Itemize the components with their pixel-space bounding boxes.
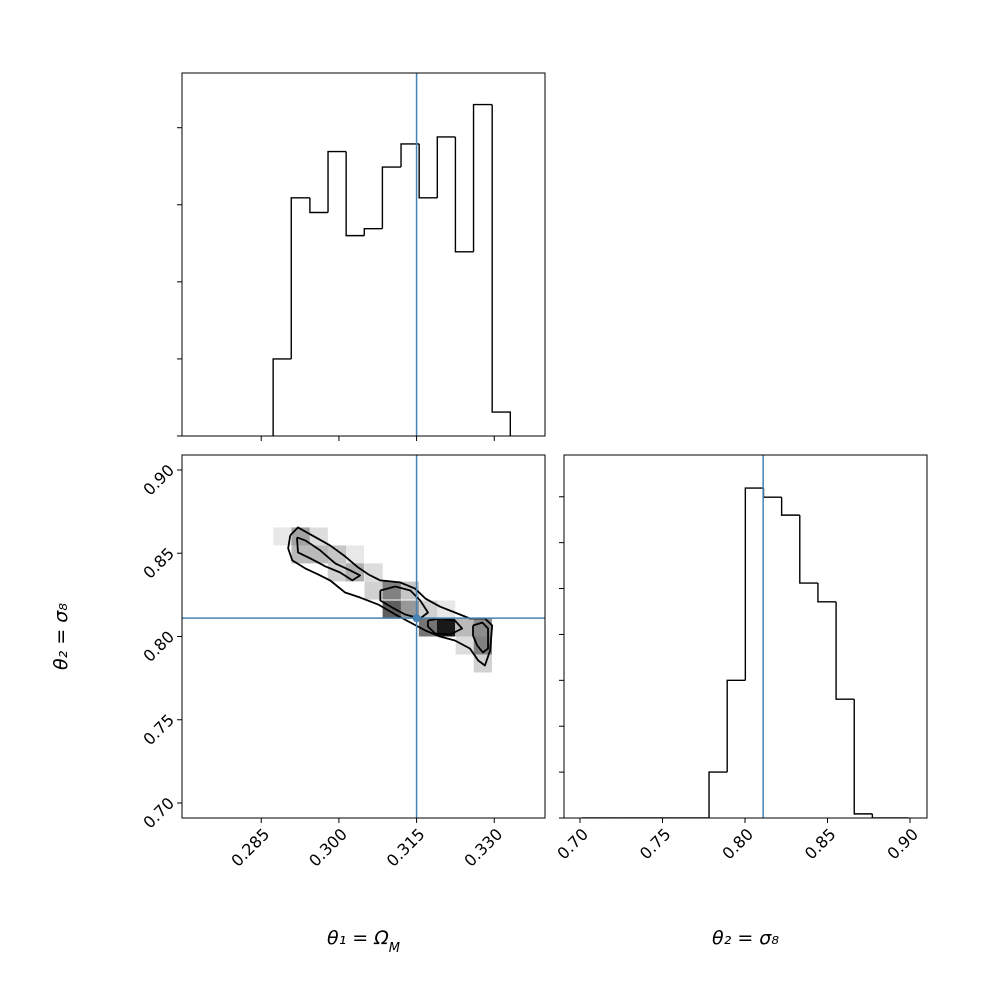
contour [379,585,429,620]
histogram-bin [418,143,438,199]
histogram-bin [345,151,365,237]
histogram-bin [762,488,782,498]
histogram-bin [454,136,474,253]
y-tick-label: 0.85 [139,544,178,583]
axes-frame [181,72,546,437]
axes-frame [181,454,546,819]
x-axis-label: θ₁ = ΩM [327,927,400,956]
density-cell [345,545,365,564]
histogram-bin [817,583,837,603]
truth-point [412,614,421,623]
histogram-bin [853,699,873,815]
density-cell [364,563,383,582]
x-tick-label: 0.315 [383,825,429,871]
histogram-bin [272,358,292,436]
x-tick-label: 0.85 [801,825,840,864]
histogram-bin [491,104,512,436]
x-axis-label: θ₂ = σ₈ [712,927,779,949]
histogram-bin [363,227,383,236]
histogram-bin [871,813,891,818]
density-cell [327,545,346,564]
density-cell [273,527,292,546]
y-tick-label: 0.75 [139,710,178,749]
histogram-bin [708,771,728,818]
x-tick-label: 0.70 [553,825,592,864]
plot-area [182,455,545,818]
density-cell [473,618,492,637]
x-axis-label-sub: M [389,941,400,956]
density-cell [364,581,383,600]
histogram-bin [472,103,493,252]
density-cell [327,563,346,582]
x-axis-label-main: θ₁ = Ω [327,927,389,949]
histogram-bin [309,197,329,214]
histogram-bin [780,497,800,516]
contour [287,526,494,667]
x-tick-label: 0.90 [883,825,922,864]
histogram-bin [436,136,456,198]
x-tick-label: 0.300 [305,825,351,871]
contour [296,536,362,582]
histogram-bin [726,679,746,773]
axes-frame [563,454,928,819]
plot-area [272,73,512,436]
histogram-bin [381,166,402,229]
y-tick-label: 0.90 [139,461,178,500]
histogram-bin [327,150,347,213]
x-tick-label: 0.330 [460,825,506,871]
x-tick-label: 0.75 [636,825,675,864]
y-tick-label: 0.80 [139,627,178,666]
density-cell [455,618,474,637]
histogram-bin [799,515,818,584]
x-tick-label: 0.285 [227,825,273,871]
contour [472,621,489,654]
x-tick-label: 0.80 [718,825,757,864]
density-cell [436,618,456,637]
histogram-bin [400,143,420,168]
plot-area [581,455,909,818]
histogram-bin [290,197,310,359]
y-tick-label: 0.70 [139,794,178,833]
y-axis-label: θ₂ = σ₈ [50,603,72,670]
histogram-bin [744,487,764,681]
histogram-bin [835,601,855,700]
density-cell [309,545,328,564]
density-cell [382,581,401,600]
